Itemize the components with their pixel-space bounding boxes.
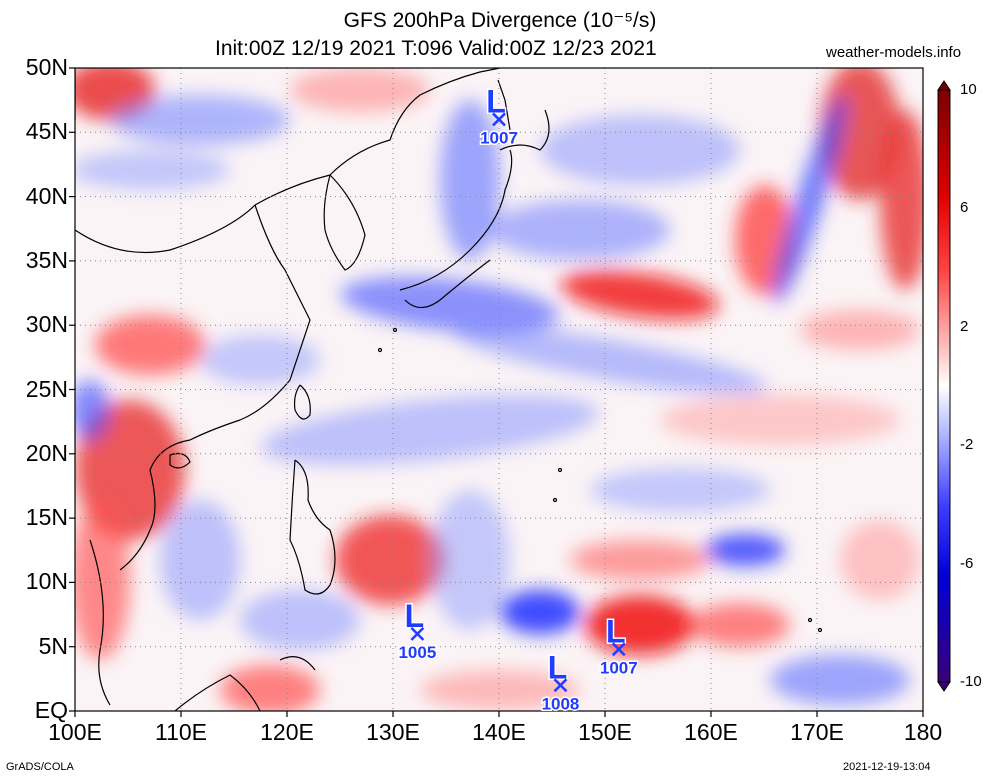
lat-lon-grid [75,68,923,711]
colorbar-label: 2 [960,317,969,335]
lat-label: 15N [25,504,68,531]
low-pressure-value: 1008 [542,694,580,713]
footer-timestamp: 2021-12-19-13:04 [843,761,931,773]
map-title: GFS 200hPa Divergence (10⁻⁵/s) [343,9,657,32]
low-center-x [553,678,568,693]
map-subtitle: Init:00Z 12/19 2021 T:096 Valid:00Z 12/2… [215,37,657,60]
low-center-x [410,626,425,641]
colorbar-top-arrow [937,80,951,91]
coastlines [75,68,823,711]
lat-label: 5N [38,632,68,659]
colorbar-label: -2 [960,436,974,454]
low-center-x [611,642,626,657]
lon-label: 120E [260,719,314,745]
colorbar-bottom-arrow [937,681,951,692]
lon-label: 160E [684,719,738,745]
low-center-x [492,112,506,127]
lon-label: 140E [472,719,526,745]
colorbar-label: 10 [960,81,977,98]
colorbar-label: 6 [960,199,969,217]
lon-label: 100E [48,719,102,745]
colorbar [937,89,951,683]
lon-label: 110E [154,719,207,745]
colorbar-label: -10 [960,673,982,690]
lat-label: 20N [25,439,68,466]
lat-label: EQ [34,697,68,723]
low-letter: L [606,613,626,649]
lon-label: 170E [790,719,844,745]
low-pressure-value: 1007 [480,128,518,147]
low-pressure-marker: L 1007 [598,612,639,679]
low-pressure-marker: L 1007 [479,82,520,149]
axis-ticks [69,67,924,717]
lon-label: 180 [903,719,943,745]
low-pressure-marker: L 1008 [540,648,581,715]
lat-label: 10N [25,568,68,595]
lat-label: 25N [25,375,68,402]
low-letter: L [548,649,568,685]
lat-label: 40N [25,182,68,209]
lon-label: 150E [578,719,632,745]
footer-software: GrADS/COLA [6,761,74,773]
lat-label: 30N [25,311,68,338]
low-letter: L [405,598,425,634]
low-letter: L [486,83,506,119]
lat-label: 50N [25,54,68,80]
lat-label: 35N [25,246,68,273]
low-pressure-marker: L 1005 [397,596,438,663]
colorbar-label: -6 [960,554,974,572]
low-markers: L 1007 L 1005 L 1008 L 1007 [397,82,639,715]
lon-label: 130E [366,719,420,745]
site-label: weather-models.info [826,44,962,61]
low-pressure-value: 1005 [398,643,436,662]
low-pressure-value: 1007 [600,658,638,677]
lat-label: 45N [25,118,68,145]
